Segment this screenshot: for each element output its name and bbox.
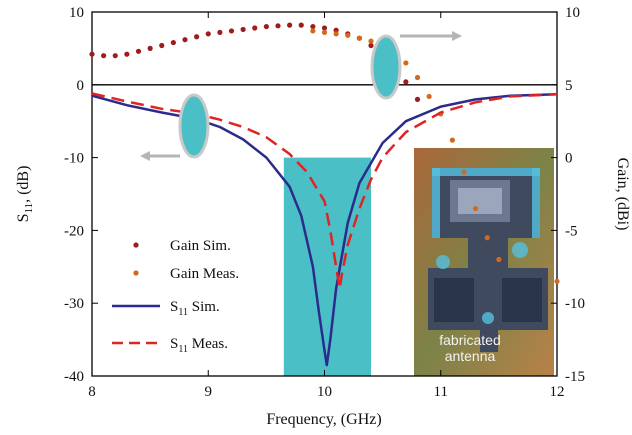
series-0-point xyxy=(228,28,235,34)
y-left-tick-label: -30 xyxy=(64,296,84,312)
y-left-tick-label: 10 xyxy=(69,5,84,21)
legend-marker-gain-meas xyxy=(133,270,139,276)
series-0-point xyxy=(124,51,130,57)
series-0-point xyxy=(194,34,200,40)
series-1-point xyxy=(403,60,409,66)
y-left-tick-label: -40 xyxy=(64,369,84,385)
series-1-point xyxy=(496,256,502,263)
legend-label-s11-meas: S11 Meas. xyxy=(170,336,228,355)
y-left-tick-label: 0 xyxy=(77,78,85,94)
series-3-line xyxy=(91,92,558,290)
series-0-point xyxy=(287,22,293,28)
series-0-point xyxy=(368,42,374,49)
series-0-point xyxy=(252,25,258,31)
left-arrow-head xyxy=(140,151,150,161)
series-0-point xyxy=(135,48,142,54)
legend-label-s11-sim: S11 Sim. xyxy=(170,299,220,318)
legend-marker-gain-sim xyxy=(133,242,139,248)
x-tick-label: 11 xyxy=(434,384,448,400)
series-0-point xyxy=(101,53,107,59)
series-0-point xyxy=(89,51,95,57)
y-right-tick-label: -5 xyxy=(565,223,578,239)
series-1-point xyxy=(554,278,560,284)
legend-s11-meas-rest: Meas. xyxy=(188,336,228,352)
series-0-point xyxy=(298,22,304,28)
series-1-point xyxy=(310,28,316,34)
series-0-point xyxy=(217,29,223,35)
series-0-point xyxy=(240,26,246,33)
series-1-point xyxy=(321,29,328,35)
y-left-tick-label: -20 xyxy=(64,223,84,239)
legend-s11-sim-sub: 11 xyxy=(178,307,188,318)
series-2-line xyxy=(91,93,558,367)
series-0-point xyxy=(414,96,421,102)
series-0-point xyxy=(275,23,281,29)
series-0-point xyxy=(159,42,165,49)
x-tick-label: 10 xyxy=(317,384,332,400)
x-tick-label: 12 xyxy=(550,384,565,400)
legend-label-gain-sim: Gain Sim. xyxy=(170,238,231,254)
legend-s11-sim-rest: Sim. xyxy=(188,299,220,315)
legend-s11-sim-main: S xyxy=(170,299,178,315)
series-0-point xyxy=(112,53,118,59)
photo-label-line1: fabricated xyxy=(439,332,500,348)
y-left-axis-label: S11, (dB) xyxy=(15,166,35,223)
annotation-right xyxy=(370,31,462,100)
series-1-point xyxy=(461,169,467,175)
series-1-point xyxy=(356,35,362,41)
x-tick-label: 8 xyxy=(88,384,96,400)
y-right-tick-label: -15 xyxy=(565,369,585,385)
series-1-point xyxy=(473,205,479,212)
right-axis-ellipse xyxy=(370,34,402,100)
series-1-point xyxy=(484,235,490,241)
series-1-point xyxy=(414,74,421,81)
series-0-point xyxy=(333,27,339,33)
series-0-point xyxy=(170,39,176,46)
annotation-left xyxy=(140,93,210,161)
x-tick-label: 9 xyxy=(205,384,213,400)
fabricated-antenna-photo: fabricated antenna xyxy=(414,148,554,376)
series-0-point xyxy=(263,23,269,30)
y-right-axis-label: Gain, (dBi) xyxy=(614,158,631,231)
legend: Gain Sim. Gain Meas. S11 Sim. S11 Meas. xyxy=(112,238,239,355)
x-axis-label: Frequency, (GHz) xyxy=(266,411,381,428)
y-right-tick-label: 10 xyxy=(565,5,580,21)
series-1-point xyxy=(368,38,374,44)
y-right-tick-label: 0 xyxy=(565,151,573,167)
left-axis-ellipse xyxy=(178,93,210,159)
series-0-point xyxy=(403,79,409,85)
series-0-point xyxy=(321,25,328,31)
series-0-point xyxy=(310,23,316,30)
series-0-point xyxy=(182,37,188,43)
y-left-label-main: S xyxy=(15,214,32,223)
series-0-point xyxy=(205,31,211,37)
series-1-point xyxy=(449,137,455,143)
legend-label-gain-meas: Gain Meas. xyxy=(170,266,239,282)
photo-label-line2: antenna xyxy=(445,348,496,364)
series-1-point xyxy=(345,32,351,38)
legend-s11-meas-sub: 11 xyxy=(178,344,188,355)
series-0-point xyxy=(147,45,153,52)
y-right-tick-label: -10 xyxy=(565,296,585,312)
right-arrow-head xyxy=(452,31,462,41)
y-left-label-sub: 11 xyxy=(23,203,35,214)
y-left-label-rest: , (dB) xyxy=(15,166,32,203)
y-left-tick-label: -10 xyxy=(64,151,84,167)
series-1-point xyxy=(426,93,432,100)
ticks-layer: 8 9 10 11 12 -40 -30 -20 -10 0 10 -15 -10 -5 0 5 10 xyxy=(64,5,585,400)
y-right-tick-label: 5 xyxy=(565,78,573,94)
series-1-point xyxy=(333,31,339,37)
legend-s11-meas-main: S xyxy=(170,336,178,352)
